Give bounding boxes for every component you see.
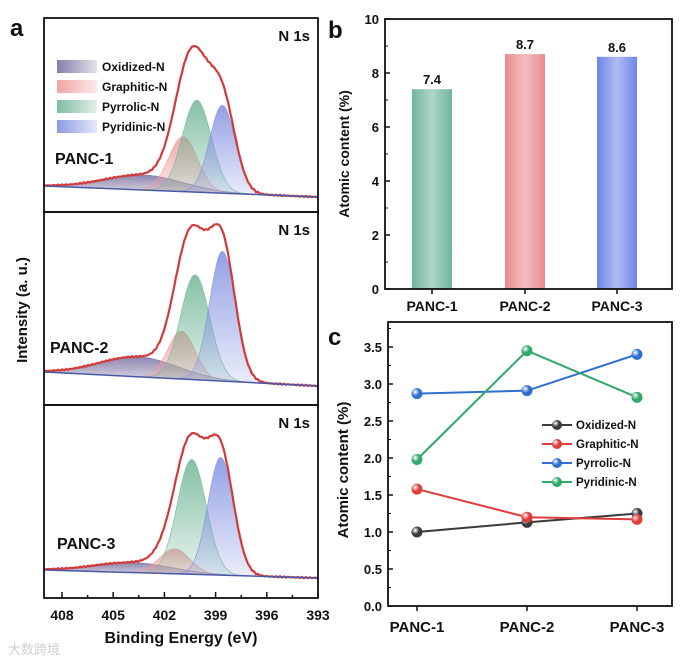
watermark: 大数跨境 [8,643,60,658]
bar-value-label: 8.6 [608,40,626,55]
x-tick-label: PANC-3 [610,619,665,636]
spectrum-title: N 1s [278,222,310,239]
series-graphitic-n [411,483,643,525]
x-tick-label: 405 [102,607,126,623]
plot-frame [387,321,673,607]
subplot-frame [43,404,319,599]
y-tick-label: 4 [372,174,380,189]
x-tick-label: 393 [306,607,330,623]
data-point [631,348,643,360]
y-tick-label: 10 [365,12,379,27]
y-tick-label: 8 [372,66,379,81]
y-tick-label: 0.5 [364,562,382,577]
y-tick-label: 3.0 [364,377,382,392]
spectrum-title: N 1s [278,415,310,432]
spectrum-panc-2: N 1s PANC-2 [43,211,319,406]
data-point [411,526,423,538]
legend-label: Pyrrolic-N [102,100,159,114]
baseline [43,569,319,579]
legend-label: Oxidized-N [576,420,636,432]
y-axis-label: Atomic content (%) [335,402,352,539]
y-tick-label: 6 [372,120,379,135]
spectrum-title: N 1s [278,28,310,45]
legend-marker [552,458,562,468]
legend-label: Graphitic-N [102,80,167,94]
y-tick-label: 1.5 [364,488,382,503]
spectrum-panc-3: N 1s PANC-3 [43,404,319,599]
x-tick-label: PANC-1 [406,298,457,314]
panel-label-c: c [328,324,341,351]
plot-frame [384,18,673,290]
data-point [631,391,643,403]
legend-marker [552,439,562,449]
y-tick-label: 3.5 [364,340,382,355]
peak-pyrrolic-n [43,458,319,579]
data-point [521,345,533,357]
legend-marker [552,477,562,487]
legend-swatch [57,80,97,93]
data-point [411,453,423,465]
data-point [411,388,423,400]
bar-panc-3 [597,56,637,289]
y-axis-label: Atomic content (%) [336,90,352,218]
series-pyrrolic-n [411,348,643,400]
baseline [43,185,319,198]
y-tick-label: 0 [372,282,379,297]
sample-label: PANC-3 [57,536,115,553]
panel-label-a: a [10,15,24,42]
x-tick-label: PANC-1 [390,619,445,636]
data-point [521,511,533,523]
bar-value-label: 8.7 [516,37,534,52]
spectrum-panc-1: N 1s PANC-1 [43,17,319,213]
baseline [43,371,319,387]
legend-swatch [57,60,97,73]
legend-marker [552,420,562,430]
legend-label: Pyridinic-N [576,477,637,489]
legend-swatch [57,120,97,133]
x-tick-label: 408 [50,607,74,623]
data-point [411,483,423,495]
bar-panc-1 [412,89,452,289]
bar-panc-2 [505,54,545,289]
data-point [631,513,643,525]
data-point [521,385,533,397]
x-axis-label: Binding Energy (eV) [105,630,258,647]
y-tick-label: 1.0 [364,525,382,540]
panel-label-b: b [328,17,343,44]
y-tick-label: 0.0 [364,599,382,614]
x-tick-label: PANC-2 [499,298,550,314]
y-tick-label: 2.5 [364,414,382,429]
sample-label: PANC-1 [55,151,113,168]
x-tick-label: PANC-3 [591,298,642,314]
legend-label: Pyridinic-N [102,120,165,134]
y-axis-label: Intensity (a. u.) [14,257,31,363]
y-tick-label: 2.0 [364,451,382,466]
x-tick-label: 402 [153,607,177,623]
x-tick-label: 399 [204,607,228,623]
legend-label: Oxidized-N [102,60,165,74]
series-pyridinic-n [411,345,643,465]
panel-b-bar-chart: b Atomic content (%) 0 2 4 6 8 10 7.4 PANC-1 8.7 PA… [328,12,673,314]
legend-label: Pyrrolic-N [576,458,631,470]
y-tick-label: 2 [372,228,379,243]
x-tick-label: 396 [255,607,279,623]
sample-label: PANC-2 [50,340,108,357]
x-tick-label: PANC-2 [500,619,555,636]
legend-label: Graphitic-N [576,439,639,451]
panel-c-line-chart: c Atomic content (%) 0.0 0.5 1.0 1.5 2.0 2.5 3.0… [328,321,673,636]
legend-swatch [57,100,97,113]
bar-value-label: 7.4 [423,72,442,87]
